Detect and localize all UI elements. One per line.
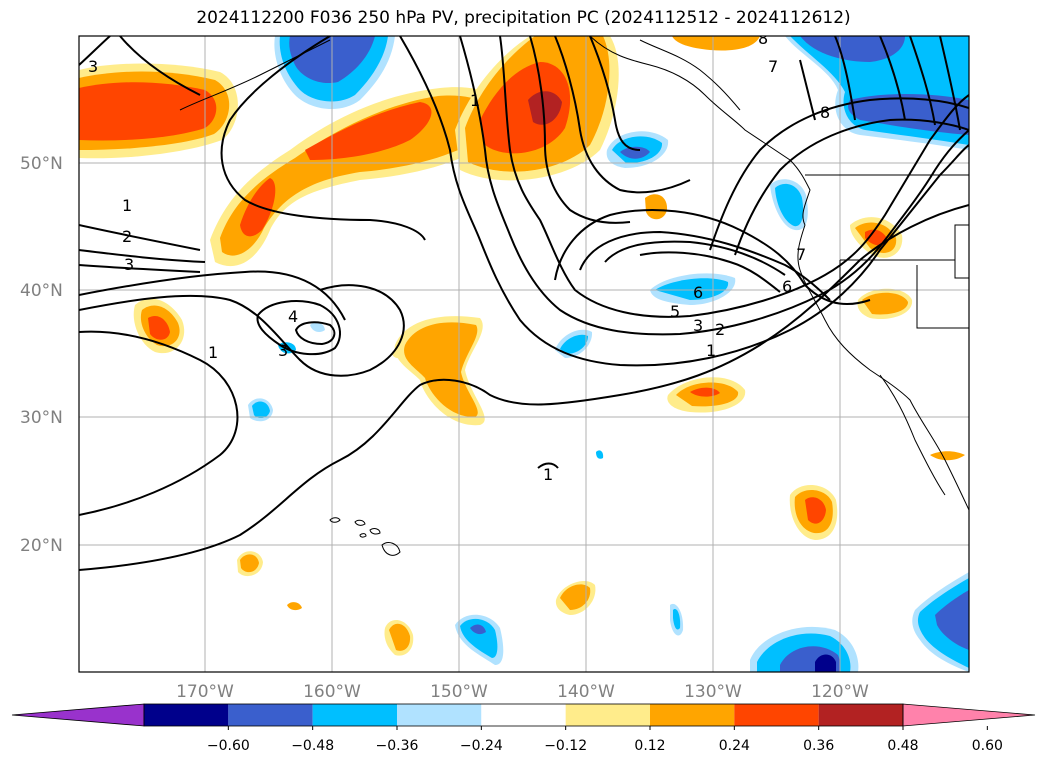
colorbar-segment (312, 704, 397, 726)
contour-label: 4 (288, 307, 298, 326)
colorbar-tick-label: −0.12 (544, 738, 587, 754)
colorbar-tick-label: −0.24 (460, 738, 503, 754)
lon-label: 150°W (430, 682, 488, 702)
colorbar-tick-label: 0.36 (803, 738, 834, 754)
contour-label: 1 (470, 91, 480, 110)
contour-label: 2 (122, 227, 132, 246)
contour-label: 3 (124, 255, 134, 274)
colorbar-segment (734, 704, 819, 726)
lon-label: 160°W (303, 682, 361, 702)
colorbar-segment (650, 704, 735, 726)
contour-label: 3 (278, 341, 288, 360)
lat-label: 40°N (20, 281, 63, 301)
colorbar-tick-label: 0.60 (972, 738, 1003, 754)
lon-label: 140°W (557, 682, 615, 702)
colorbar-segment (565, 704, 650, 726)
map-frame (78, 35, 970, 673)
precip-positive-anomalies (79, 36, 965, 656)
contour-label: 8 (820, 103, 830, 122)
contour-label: 6 (693, 283, 703, 302)
contour-label: 3 (693, 316, 703, 335)
colorbar-tick-label: −0.48 (291, 738, 334, 754)
lat-label: 30°N (20, 408, 63, 428)
latitude-labels: 50°N 40°N 30°N 20°N (20, 154, 63, 556)
colorbar-segment (144, 704, 229, 726)
contour-label: 7 (796, 245, 806, 264)
contour-label: 1 (208, 343, 218, 362)
colorbar-tick-label: 0.48 (887, 738, 918, 754)
longitude-labels: 170°W 160°W 150°W 140°W 130°W 120°W (176, 682, 869, 702)
lon-label: 170°W (176, 682, 234, 702)
lat-label: 50°N (20, 154, 63, 174)
contour-label: 8 (758, 29, 768, 48)
colorbar-tick-label: 0.12 (634, 738, 665, 754)
colorbar-segment (818, 704, 903, 726)
contour-label: 2 (715, 320, 725, 339)
colorbar-extend-high (902, 703, 1036, 727)
contour-label: 5 (670, 302, 680, 321)
contour-label: 6 (782, 277, 792, 296)
colorbar-segment (228, 704, 313, 726)
lat-label: 20°N (20, 536, 63, 556)
pv-contours (79, 36, 969, 571)
pv-contour-labels: 3 1 2 3 1 4 3 1 8 7 8 7 6 5 3 2 1 6 1 (88, 29, 830, 484)
colorbar-tick-label: −0.60 (207, 738, 250, 754)
precip-negative-anomalies (248, 36, 969, 672)
map-title: 2024112200 F036 250 hPa PV, precipitatio… (196, 8, 851, 28)
colorbar-tick-label: 0.24 (719, 738, 750, 754)
contour-label: 3 (88, 57, 98, 76)
coastlines (179, 36, 969, 556)
colorbar-tick-label: −0.36 (376, 738, 419, 754)
colorbar-extend-low (11, 703, 145, 727)
lon-label: 130°W (684, 682, 742, 702)
colorbar-frame (143, 703, 904, 727)
contour-label: 1 (706, 341, 716, 360)
contour-label: 1 (122, 196, 132, 215)
contour-label: 1 (543, 465, 553, 484)
contour-label: 7 (768, 57, 778, 76)
colorbar: −0.60 −0.48 −0.36 −0.24 −0.12 0.12 0.24 0.36 0.4… (11, 703, 1036, 754)
colorbar-segment (481, 704, 566, 726)
lon-label: 120°W (811, 682, 869, 702)
graticule (79, 36, 969, 672)
colorbar-segment (397, 704, 482, 726)
